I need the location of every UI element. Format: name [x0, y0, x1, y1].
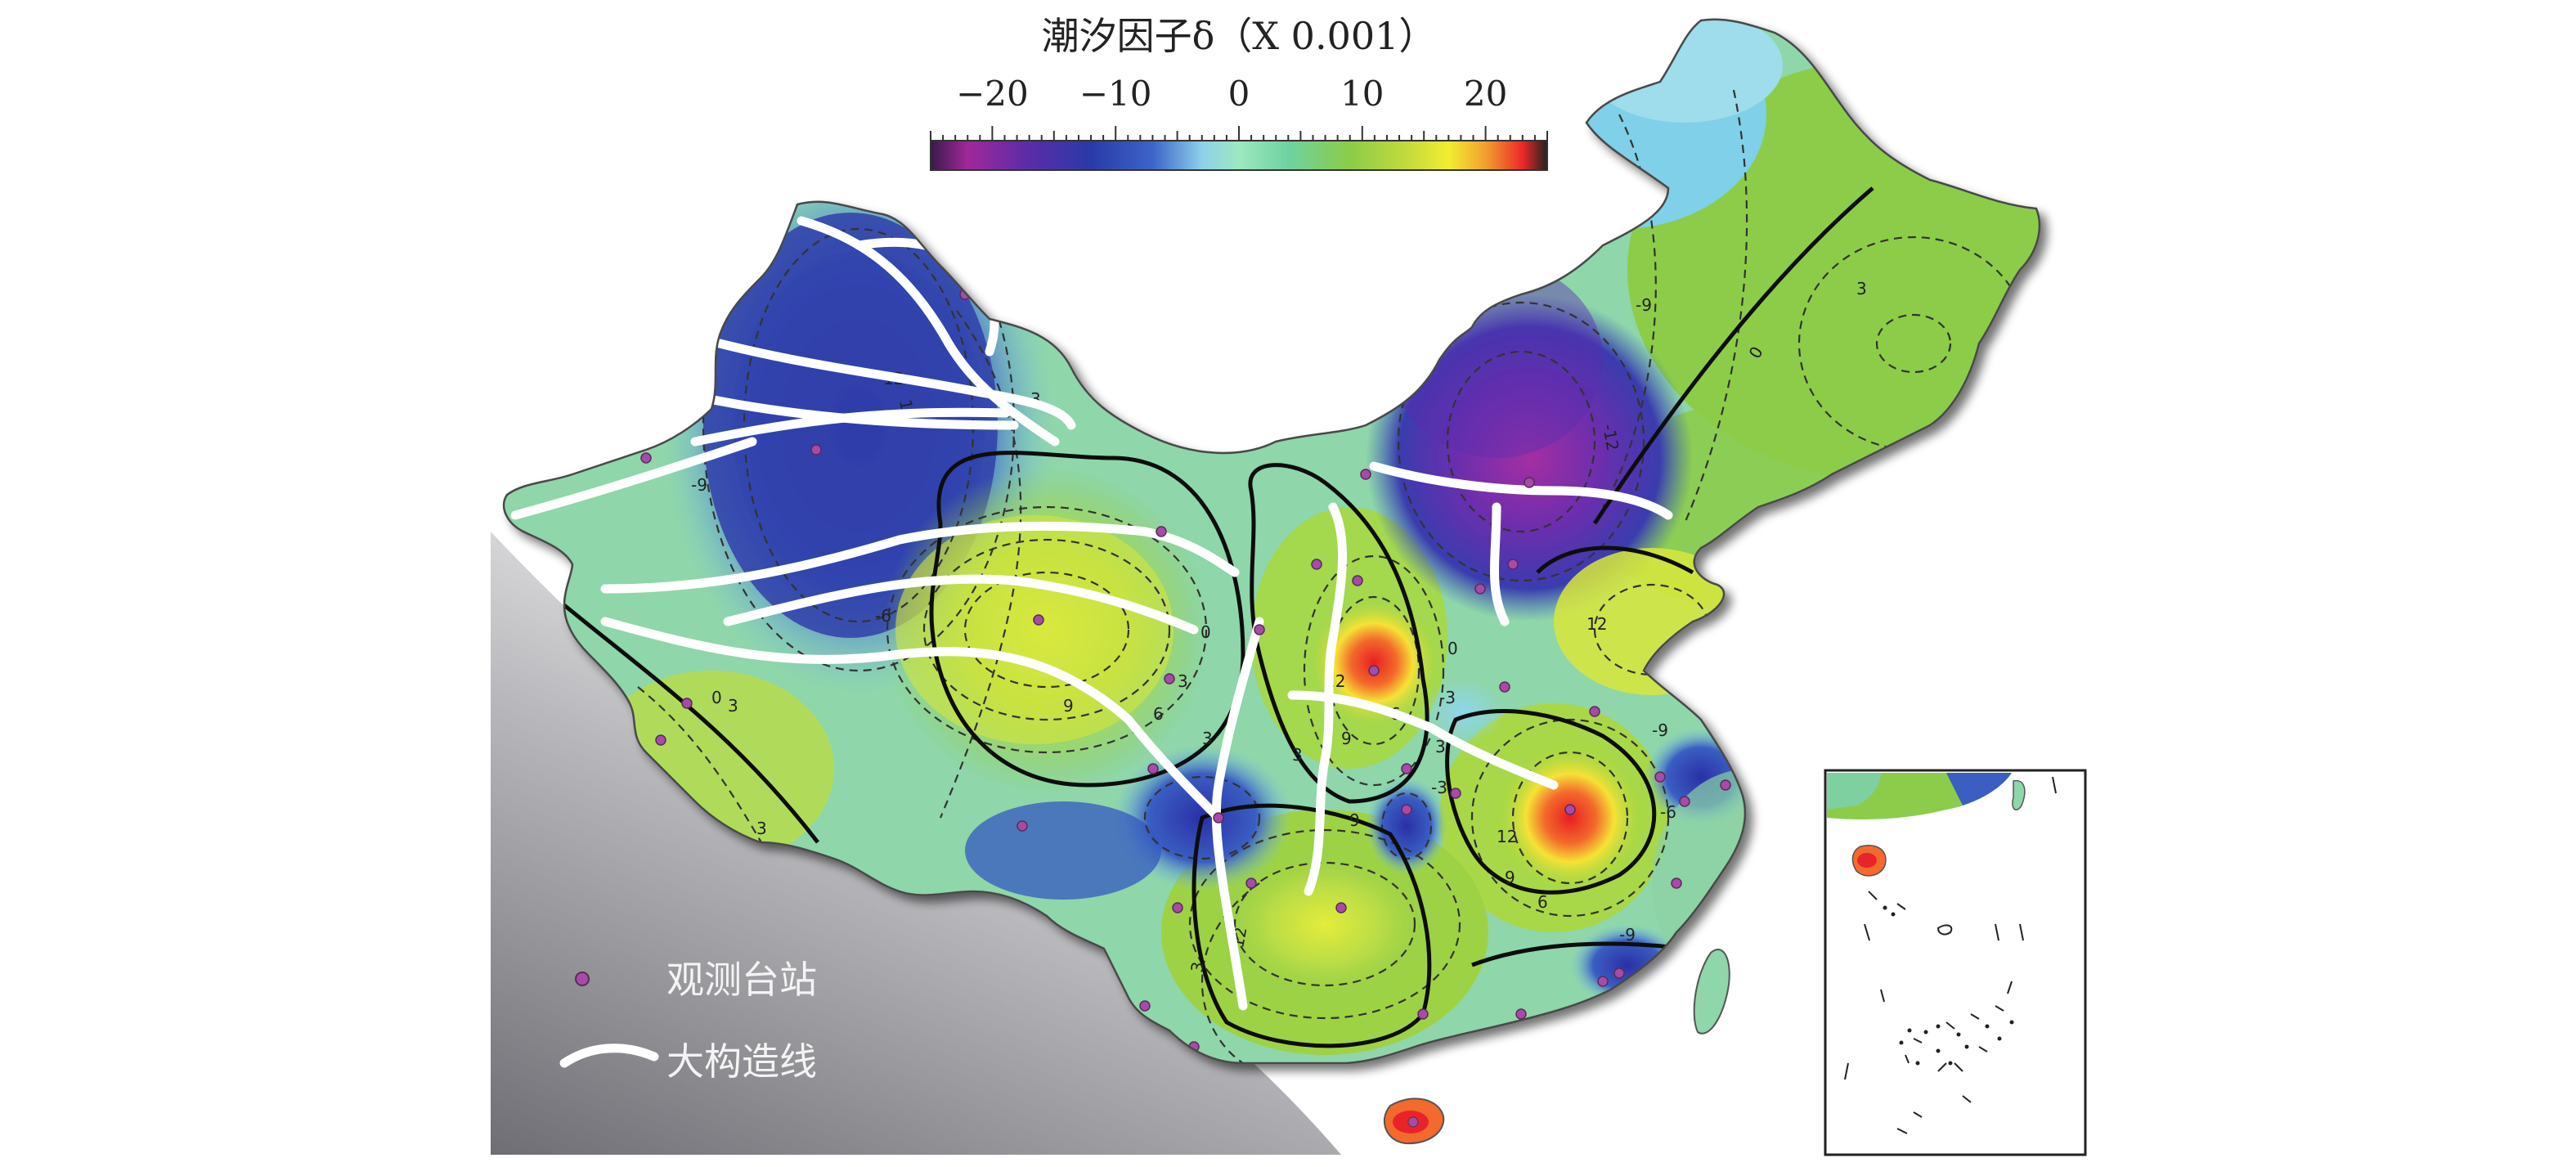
legend-fault-label: 大构造线: [666, 1039, 817, 1084]
contour-label: 9: [1063, 696, 1074, 716]
contour-label: 0: [1447, 639, 1458, 658]
station-marker: [1654, 771, 1666, 783]
contour-label: -12: [1599, 423, 1622, 452]
station-marker: [681, 698, 693, 709]
contour-label: 9: [1505, 868, 1515, 887]
south-china-sea-inset: [1824, 769, 2087, 1156]
contour-label: 12: [1586, 614, 1607, 634]
contour-label: -9: [691, 475, 707, 495]
colorbar-tick-label: 10: [1340, 74, 1384, 114]
station-marker: [1139, 1000, 1151, 1012]
contour-label: 3: [1856, 279, 1867, 298]
station-marker: [1335, 902, 1347, 913]
colorbar-tick-label: −20: [956, 74, 1029, 114]
station-marker: [1613, 967, 1625, 979]
legend-station-marker: [575, 972, 590, 986]
station-marker: [1474, 583, 1486, 595]
contour-label: -6: [1660, 802, 1676, 822]
contour-label: -3: [1431, 778, 1447, 797]
station-marker: [655, 734, 666, 746]
contour-label: 6: [1153, 704, 1164, 724]
station-marker: [1352, 575, 1363, 586]
station-marker: [1254, 624, 1265, 635]
contour-label: 0: [711, 688, 722, 707]
legend-fault-line: [559, 1044, 659, 1068]
station-marker: [1564, 804, 1576, 815]
station-marker: [1401, 804, 1412, 815]
station-marker: [1172, 902, 1183, 913]
contour-label: 9: [1341, 729, 1352, 748]
station-marker: [1360, 469, 1371, 480]
contour-label: 12: [1497, 827, 1517, 846]
contour-label: 3: [1292, 745, 1303, 765]
station-marker: [1213, 812, 1224, 824]
colorbar-tick-label: 20: [1463, 74, 1508, 114]
hainan-island: [1383, 1097, 1445, 1145]
contour-label: 6: [1537, 892, 1548, 912]
station-marker: [1450, 788, 1461, 799]
station-marker: [1524, 477, 1535, 488]
legend: [559, 972, 659, 1068]
colorbar-gradient: [930, 140, 1548, 171]
station-marker: [1245, 877, 1257, 889]
colorbar-title: 潮汐因子δ（X 0.001）: [1041, 14, 1437, 58]
contour-label: 3: [1202, 729, 1213, 748]
station-marker: [810, 444, 822, 456]
contour-label: -6: [875, 606, 891, 626]
contour-label: -9: [1619, 925, 1636, 945]
station-marker: [1515, 1008, 1527, 1020]
station-marker: [1417, 1008, 1429, 1020]
station-marker: [640, 452, 652, 464]
legend-station-label: 观测台站: [666, 958, 817, 1002]
contour-label: -3: [1439, 688, 1456, 707]
station-marker: [1016, 820, 1028, 832]
colorbar-ticks: [930, 126, 1548, 141]
contour-label: 9: [1349, 810, 1360, 830]
contour-label: 3: [1178, 671, 1188, 691]
station-marker: [1679, 796, 1690, 807]
contour-label: -9: [1636, 295, 1652, 315]
station-marker: [1311, 559, 1322, 570]
observation-stations: [640, 289, 1731, 1053]
station-marker: [1156, 526, 1167, 537]
station-marker: [1407, 1116, 1419, 1128]
contour-label: 3: [728, 696, 738, 716]
colorbar-tick-label: −10: [1079, 74, 1152, 114]
contour-label: 3: [756, 819, 767, 838]
station-marker: [1507, 559, 1519, 570]
major-fault-lines: [510, 216, 1673, 1011]
contour-label: -9: [1652, 720, 1668, 740]
china-border: [502, 18, 2041, 1065]
contour-label: 3: [1187, 960, 1208, 974]
station-marker: [1589, 706, 1600, 717]
station-marker: [1671, 877, 1682, 889]
station-marker: [1033, 614, 1044, 626]
station-marker: [1597, 976, 1609, 987]
colorbar: [930, 126, 1548, 171]
station-marker: [1720, 779, 1731, 791]
colorbar-tick-label: 0: [1227, 74, 1250, 114]
station-marker: [1368, 665, 1380, 676]
station-marker: [1499, 681, 1510, 693]
station-marker: [1401, 763, 1412, 774]
contour-label: 3: [1435, 737, 1446, 756]
contour-label: 0: [1200, 622, 1211, 642]
station-marker: [1164, 673, 1175, 684]
taiwan-island: [1693, 949, 1730, 1035]
station-marker: [1147, 763, 1159, 774]
